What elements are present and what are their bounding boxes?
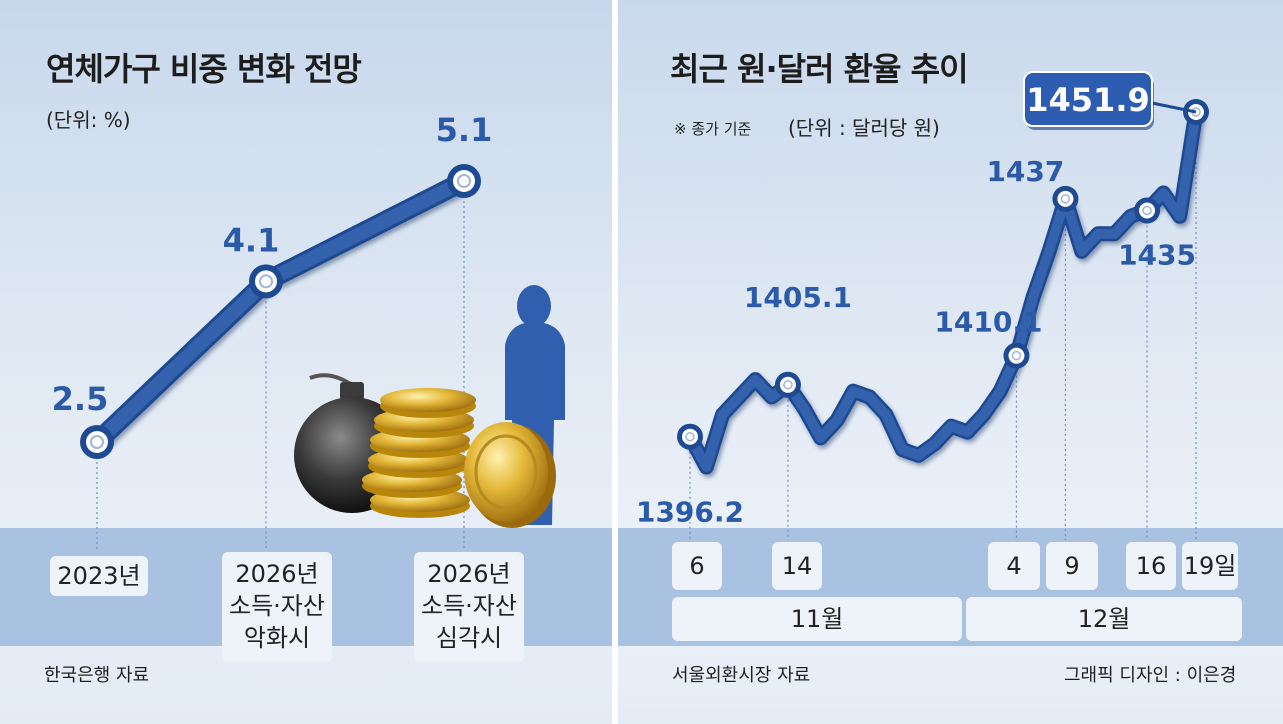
left-chart-panel: 연체가구 비중 변화 전망 (단위: %) [0,0,612,724]
data-point [1052,185,1079,212]
data-point [774,371,801,398]
data-point [1134,197,1161,224]
category-box-2026-severe: 2026년 소득·자산 심각시 [414,552,524,662]
data-label: 1405.1 [744,281,852,314]
category-line: 2026년 [235,560,319,588]
day-tick-label: 4 [1006,552,1022,580]
right-note: ※ 종가 기준 [674,120,752,138]
category-box-2023: 2023년 [50,556,148,596]
category-line: 소득·자산 [421,592,517,620]
day-tick-box: 16 [1126,542,1176,590]
data-label: 1437 [986,155,1064,188]
category-line: 2026년 [427,560,511,588]
right-source: 서울외환시장 자료 [672,665,811,686]
series-line [685,107,1201,472]
left-unit-label: (단위: %) [46,108,131,132]
day-tick-label: 19일 [1183,552,1237,580]
data-label: 4.1 [223,221,280,259]
data-point [677,423,703,450]
day-tick-box: 9 [1046,542,1098,590]
coin-stack-icon [362,388,556,528]
category-line: 심각시 [435,624,503,652]
day-tick-label: 16 [1135,552,1167,580]
day-tick-box: 6 [672,542,722,590]
category-line: 2023년 [57,562,141,590]
category-line: 악화시 [243,624,311,652]
data-point [80,425,114,459]
month-label: 11월 [790,605,844,633]
last-value-callout: 1451.9 [1023,71,1197,130]
data-label: 5.1 [436,111,493,149]
data-point [1003,342,1030,369]
day-tick-box: 4 [988,542,1040,590]
right-unit-label: (단위 : 달러당 원) [788,116,940,140]
data-point [249,264,283,299]
left-chart-title: 연체가구 비중 변화 전망 [46,50,362,88]
data-point [447,164,481,198]
month-box-dec: 12월 [966,597,1242,641]
data-label: 1396.2 [636,496,744,529]
left-line-chart: 2.5 4.1 5.1 [52,111,565,552]
data-label: 1410.1 [934,306,1042,339]
day-tick-box: 19일 [1182,542,1238,590]
right-chart-title: 최근 원·달러 환율 추이 [670,50,969,88]
category-line: 소득·자산 [229,592,325,620]
category-box-2026-worse: 2026년 소득·자산 악화시 [222,552,332,662]
day-tick-label: 9 [1064,552,1080,580]
day-tick-label: 14 [781,552,813,580]
right-chart-panel: 최근 원·달러 환율 추이 ※ 종가 기준 (단위 : 달러당 원) 1396.… [618,0,1283,724]
graphic-credit: 그래픽 디자인 : 이은경 [1064,665,1237,686]
month-label: 12월 [1077,605,1131,633]
day-tick-box: 14 [772,542,822,590]
left-source: 한국은행 자료 [44,665,150,686]
month-box-nov: 11월 [672,597,962,641]
day-tick-label: 6 [689,552,705,580]
right-line-chart: 1396.2 1405.1 1410.1 1437 1435 1451.9 [636,71,1209,540]
data-label: 2.5 [52,380,109,418]
data-label: 1451.9 [1026,81,1149,119]
data-label: 1435 [1118,239,1196,272]
